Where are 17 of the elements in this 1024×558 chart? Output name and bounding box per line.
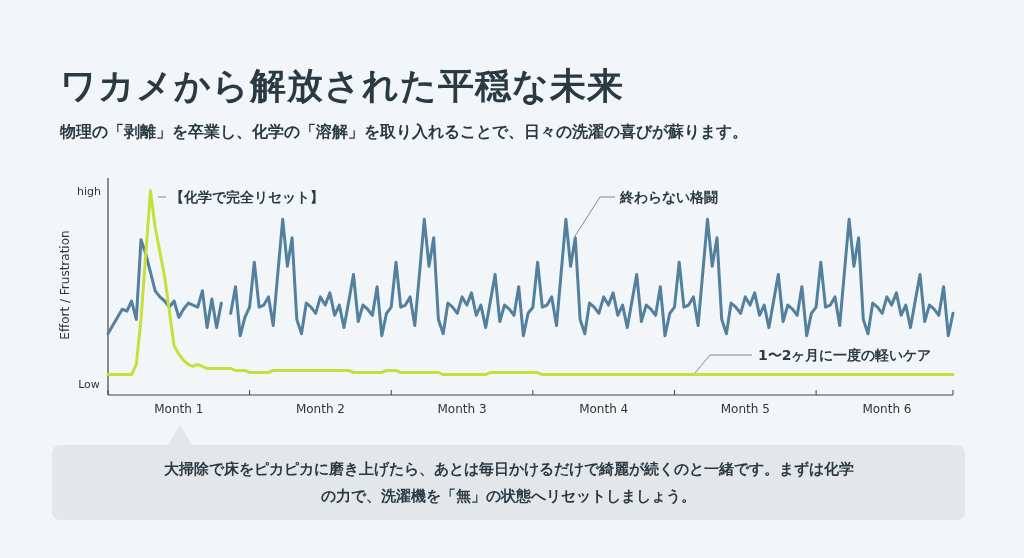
x-tick-label: Month 5 bbox=[720, 402, 770, 416]
text: high bbox=[77, 184, 102, 198]
chart-subtitle: 物理の「剥離」を卒業し、化学の「溶解」を取り入れることで、日々の洗濯の喜びが蘇ります。 bbox=[60, 122, 748, 143]
chart-title: ワカメから解放された平穏な未来 bbox=[60, 64, 624, 108]
x-tick-label: Month 6 bbox=[862, 402, 912, 416]
annotation: 終わらない格闘 bbox=[619, 189, 718, 205]
x-tick-label: Month 4 bbox=[579, 402, 629, 416]
x-tick-label: Month 1 bbox=[154, 402, 204, 416]
y-axis-title: Effort / Frustration bbox=[58, 230, 72, 340]
x-tick-label: Month 3 bbox=[437, 402, 487, 416]
callout-box: 大掃除で床をピカピカに磨き上げたら、あとは毎日かけるだけで綺麗が続くのと一緒です。まずは化学の力で、洗濯機を「無」の状態へリセットしましょう。 bbox=[52, 445, 965, 520]
annotation: 1〜2ヶ月に一度の軽いケア bbox=[694, 347, 932, 374]
annotation: 【化学で完全リセット】 bbox=[157, 189, 324, 205]
annotation: 1〜2ヶ月に一度の軽いケア bbox=[758, 347, 932, 363]
text: Low bbox=[78, 378, 100, 391]
annotation: 終わらない格闘 bbox=[574, 189, 718, 237]
x-tick-label: Month 2 bbox=[295, 402, 345, 416]
